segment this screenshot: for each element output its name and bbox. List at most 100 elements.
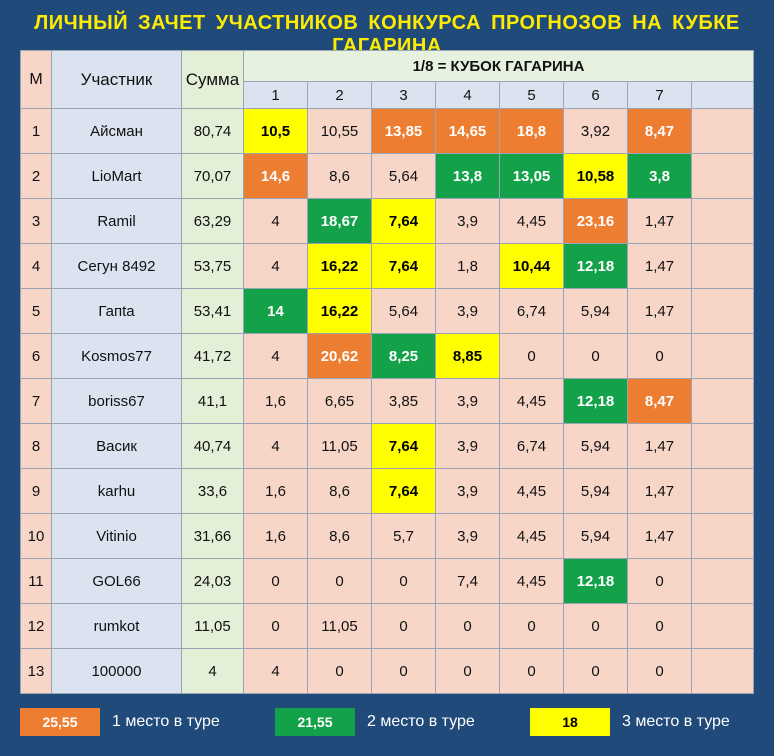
score-cell: 7,64 <box>371 468 436 514</box>
score-cell: 1,47 <box>627 243 692 289</box>
sum-cell: 63,29 <box>181 198 244 244</box>
score-cell <box>691 468 754 514</box>
participant-name-cell: Ramil <box>51 198 182 244</box>
score-cell: 0 <box>371 648 436 694</box>
header-game-6: 6 <box>563 81 628 109</box>
score-cell: 0 <box>371 603 436 649</box>
score-cell: 7,64 <box>371 243 436 289</box>
header-game-5: 5 <box>499 81 564 109</box>
score-cell: 3,9 <box>435 378 500 424</box>
participant-name-cell: 100000 <box>51 648 182 694</box>
table-row: 2 LioMart 70,07 14,6 8,6 5,64 13,8 13,05 10,58 3,… <box>20 153 754 199</box>
score-cell: 0 <box>435 648 500 694</box>
score-cell: 10,58 <box>563 153 628 199</box>
score-cell: 0 <box>627 648 692 694</box>
score-cell: 1,47 <box>627 288 692 334</box>
score-cell: 0 <box>371 558 436 604</box>
header-sum: Сумма <box>181 50 244 109</box>
header-participant: Участник <box>51 50 182 109</box>
score-cell <box>691 423 754 469</box>
participant-name-cell: rumkot <box>51 603 182 649</box>
participant-name-cell: Васик <box>51 423 182 469</box>
participant-name-cell: Vitinio <box>51 513 182 559</box>
place-cell: 2 <box>20 153 52 199</box>
score-cell <box>691 288 754 334</box>
header-game-1: 1 <box>243 81 308 109</box>
sum-cell: 24,03 <box>181 558 244 604</box>
place-cell: 3 <box>20 198 52 244</box>
table-row: 6 Kosmos77 41,72 4 20,62 8,25 8,85 0 0 0 <box>20 333 754 379</box>
score-cell: 7,4 <box>435 558 500 604</box>
score-cell: 0 <box>435 603 500 649</box>
score-cell: 0 <box>499 648 564 694</box>
place-cell: 10 <box>20 513 52 559</box>
score-cell: 0 <box>499 333 564 379</box>
score-cell: 1,6 <box>243 378 308 424</box>
score-cell: 0 <box>627 603 692 649</box>
legend-swatch: 18 <box>530 708 610 736</box>
participant-name-cell: karhu <box>51 468 182 514</box>
score-cell: 4,45 <box>499 378 564 424</box>
score-cell: 12,18 <box>563 558 628 604</box>
legend-label: 1 место в туре <box>112 713 220 730</box>
score-cell: 8,85 <box>435 333 500 379</box>
legend-swatch: 21,55 <box>275 708 355 736</box>
score-cell: 13,85 <box>371 108 436 154</box>
score-cell: 1,47 <box>627 513 692 559</box>
score-cell: 6,65 <box>307 378 372 424</box>
header-game-7: 7 <box>627 81 692 109</box>
score-cell: 7,64 <box>371 423 436 469</box>
score-cell: 5,64 <box>371 153 436 199</box>
score-cell: 0 <box>627 558 692 604</box>
score-cell: 3,9 <box>435 288 500 334</box>
score-cell: 1,47 <box>627 423 692 469</box>
score-cell: 4 <box>243 648 308 694</box>
score-cell: 14 <box>243 288 308 334</box>
score-cell: 12,18 <box>563 378 628 424</box>
score-cell: 16,22 <box>307 243 372 289</box>
participant-name-cell: Сегун 8492 <box>51 243 182 289</box>
sum-cell: 41,1 <box>181 378 244 424</box>
score-cell: 1,6 <box>243 468 308 514</box>
score-cell: 4 <box>243 243 308 289</box>
sum-cell: 53,75 <box>181 243 244 289</box>
score-cell: 8,47 <box>627 378 692 424</box>
participant-name-cell: Kosmos77 <box>51 333 182 379</box>
sum-cell: 41,72 <box>181 333 244 379</box>
score-cell <box>691 243 754 289</box>
table-row: 8 Васик 40,74 4 11,05 7,64 3,9 6,74 5,94 1,47 <box>20 423 754 469</box>
score-cell: 5,64 <box>371 288 436 334</box>
place-cell: 8 <box>20 423 52 469</box>
table-row: 4 Сегун 8492 53,75 4 16,22 7,64 1,8 10,44 12,18 1… <box>20 243 754 289</box>
score-cell: 11,05 <box>307 603 372 649</box>
score-cell: 4 <box>243 198 308 244</box>
score-cell: 3,85 <box>371 378 436 424</box>
score-cell: 0 <box>499 603 564 649</box>
place-cell: 5 <box>20 288 52 334</box>
score-cell: 5,94 <box>563 423 628 469</box>
score-cell: 1,6 <box>243 513 308 559</box>
score-cell <box>691 108 754 154</box>
score-cell: 3,8 <box>627 153 692 199</box>
score-cell: 0 <box>243 558 308 604</box>
score-cell: 0 <box>563 648 628 694</box>
header-game-2: 2 <box>307 81 372 109</box>
score-cell: 8,47 <box>627 108 692 154</box>
score-cell <box>691 558 754 604</box>
score-cell: 12,18 <box>563 243 628 289</box>
place-cell: 1 <box>20 108 52 154</box>
sum-cell: 33,6 <box>181 468 244 514</box>
table-row: 11 GOL66 24,03 0 0 0 7,4 4,45 12,18 0 <box>20 558 754 604</box>
participant-name-cell: Гапta <box>51 288 182 334</box>
score-cell: 0 <box>243 603 308 649</box>
score-cell: 4 <box>243 333 308 379</box>
score-cell <box>691 333 754 379</box>
score-cell: 5,94 <box>563 288 628 334</box>
score-cell: 6,74 <box>499 288 564 334</box>
score-cell: 5,7 <box>371 513 436 559</box>
table-row: 5 Гапta 53,41 14 16,22 5,64 3,9 6,74 5,94 1,47 <box>20 288 754 334</box>
score-cell <box>691 603 754 649</box>
table-row: 3 Ramil 63,29 4 18,67 7,64 3,9 4,45 23,16 1,47 <box>20 198 754 244</box>
sum-cell: 11,05 <box>181 603 244 649</box>
